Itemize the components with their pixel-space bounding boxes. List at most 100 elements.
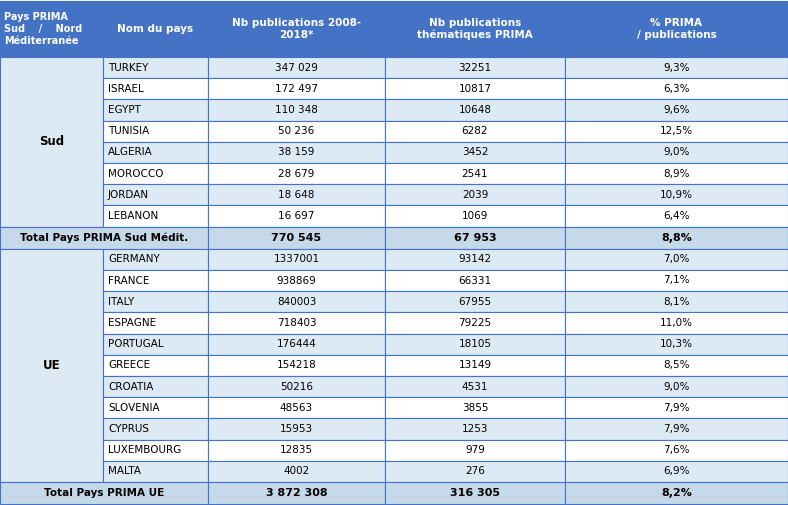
Bar — [103, 355, 208, 376]
Bar — [208, 248, 385, 270]
Bar — [565, 184, 788, 206]
Bar — [103, 163, 208, 184]
Text: ALGERIA: ALGERIA — [108, 147, 153, 158]
Bar — [103, 376, 208, 397]
Bar — [385, 355, 565, 376]
Text: 67 953: 67 953 — [454, 233, 496, 243]
Bar — [103, 439, 208, 461]
Bar — [385, 461, 565, 482]
Text: CROATIA: CROATIA — [108, 382, 154, 391]
Bar — [103, 78, 208, 99]
Bar — [565, 142, 788, 163]
Text: 50216: 50216 — [280, 382, 313, 391]
Text: 2541: 2541 — [462, 169, 489, 179]
Text: 8,1%: 8,1% — [663, 297, 690, 307]
Text: 7,9%: 7,9% — [663, 424, 690, 434]
Bar — [208, 291, 385, 312]
Text: 938869: 938869 — [277, 276, 316, 285]
Bar — [208, 121, 385, 142]
Bar — [565, 248, 788, 270]
Text: JORDAN: JORDAN — [108, 190, 149, 200]
Bar — [565, 99, 788, 121]
Text: 840003: 840003 — [277, 297, 316, 307]
Bar — [565, 57, 788, 78]
Bar — [385, 227, 565, 248]
Text: 8,9%: 8,9% — [663, 169, 690, 179]
Bar — [103, 1, 208, 57]
Text: 3452: 3452 — [462, 147, 489, 158]
Text: 12,5%: 12,5% — [660, 126, 693, 136]
Text: 154218: 154218 — [277, 361, 316, 370]
Bar — [208, 142, 385, 163]
Bar — [385, 291, 565, 312]
Text: GREECE: GREECE — [108, 361, 151, 370]
Bar — [565, 376, 788, 397]
Bar — [208, 184, 385, 206]
Bar — [0, 482, 208, 504]
Bar — [565, 312, 788, 333]
Text: UE: UE — [43, 359, 61, 372]
Text: ISRAEL: ISRAEL — [108, 84, 143, 94]
Text: Total Pays PRIMA Sud Médit.: Total Pays PRIMA Sud Médit. — [20, 232, 188, 243]
Text: 172 497: 172 497 — [275, 84, 318, 94]
Text: 4002: 4002 — [284, 467, 310, 476]
Bar — [103, 397, 208, 418]
Bar — [103, 291, 208, 312]
Text: 3 872 308: 3 872 308 — [266, 488, 327, 498]
Text: 15953: 15953 — [280, 424, 313, 434]
Text: 1069: 1069 — [462, 211, 489, 221]
Text: 176444: 176444 — [277, 339, 316, 349]
Text: ESPAGNE: ESPAGNE — [108, 318, 156, 328]
Bar — [385, 270, 565, 291]
Bar — [103, 99, 208, 121]
Text: 979: 979 — [465, 445, 485, 455]
Bar — [385, 376, 565, 397]
Bar — [103, 121, 208, 142]
Text: 38 159: 38 159 — [278, 147, 314, 158]
Bar — [565, 439, 788, 461]
Bar — [208, 482, 385, 504]
Bar — [208, 57, 385, 78]
Bar — [565, 291, 788, 312]
Text: 7,9%: 7,9% — [663, 403, 690, 413]
Bar — [565, 482, 788, 504]
Text: 6,3%: 6,3% — [663, 84, 690, 94]
Text: 10648: 10648 — [459, 105, 492, 115]
Bar — [565, 333, 788, 355]
Bar — [103, 57, 208, 78]
Text: 16 697: 16 697 — [278, 211, 314, 221]
Text: Pays PRIMA
Sud    /    Nord
Méditerranée: Pays PRIMA Sud / Nord Méditerranée — [4, 13, 82, 45]
Text: 6,4%: 6,4% — [663, 211, 690, 221]
Text: 13149: 13149 — [459, 361, 492, 370]
Bar — [565, 121, 788, 142]
Text: FRANCE: FRANCE — [108, 276, 150, 285]
Text: 316 305: 316 305 — [450, 488, 500, 498]
Text: MALTA: MALTA — [108, 467, 141, 476]
Bar — [0, 57, 103, 227]
Bar — [565, 461, 788, 482]
Text: 8,8%: 8,8% — [661, 233, 692, 243]
Text: Nom du pays: Nom du pays — [117, 24, 194, 34]
Text: 7,1%: 7,1% — [663, 276, 690, 285]
Text: 10817: 10817 — [459, 84, 492, 94]
Bar — [385, 121, 565, 142]
Text: 66331: 66331 — [459, 276, 492, 285]
Text: SLOVENIA: SLOVENIA — [108, 403, 160, 413]
Bar — [103, 206, 208, 227]
Text: 4531: 4531 — [462, 382, 489, 391]
Text: Sud: Sud — [39, 135, 64, 148]
Bar — [208, 1, 385, 57]
Bar — [0, 248, 103, 482]
Text: 9,6%: 9,6% — [663, 105, 690, 115]
Bar — [208, 355, 385, 376]
Text: 9,0%: 9,0% — [663, 147, 690, 158]
Bar — [208, 376, 385, 397]
Text: 276: 276 — [465, 467, 485, 476]
Bar — [208, 397, 385, 418]
Bar — [565, 78, 788, 99]
Text: GERMANY: GERMANY — [108, 255, 160, 264]
Bar — [103, 333, 208, 355]
Text: 7,6%: 7,6% — [663, 445, 690, 455]
Bar — [103, 312, 208, 333]
Bar — [208, 78, 385, 99]
